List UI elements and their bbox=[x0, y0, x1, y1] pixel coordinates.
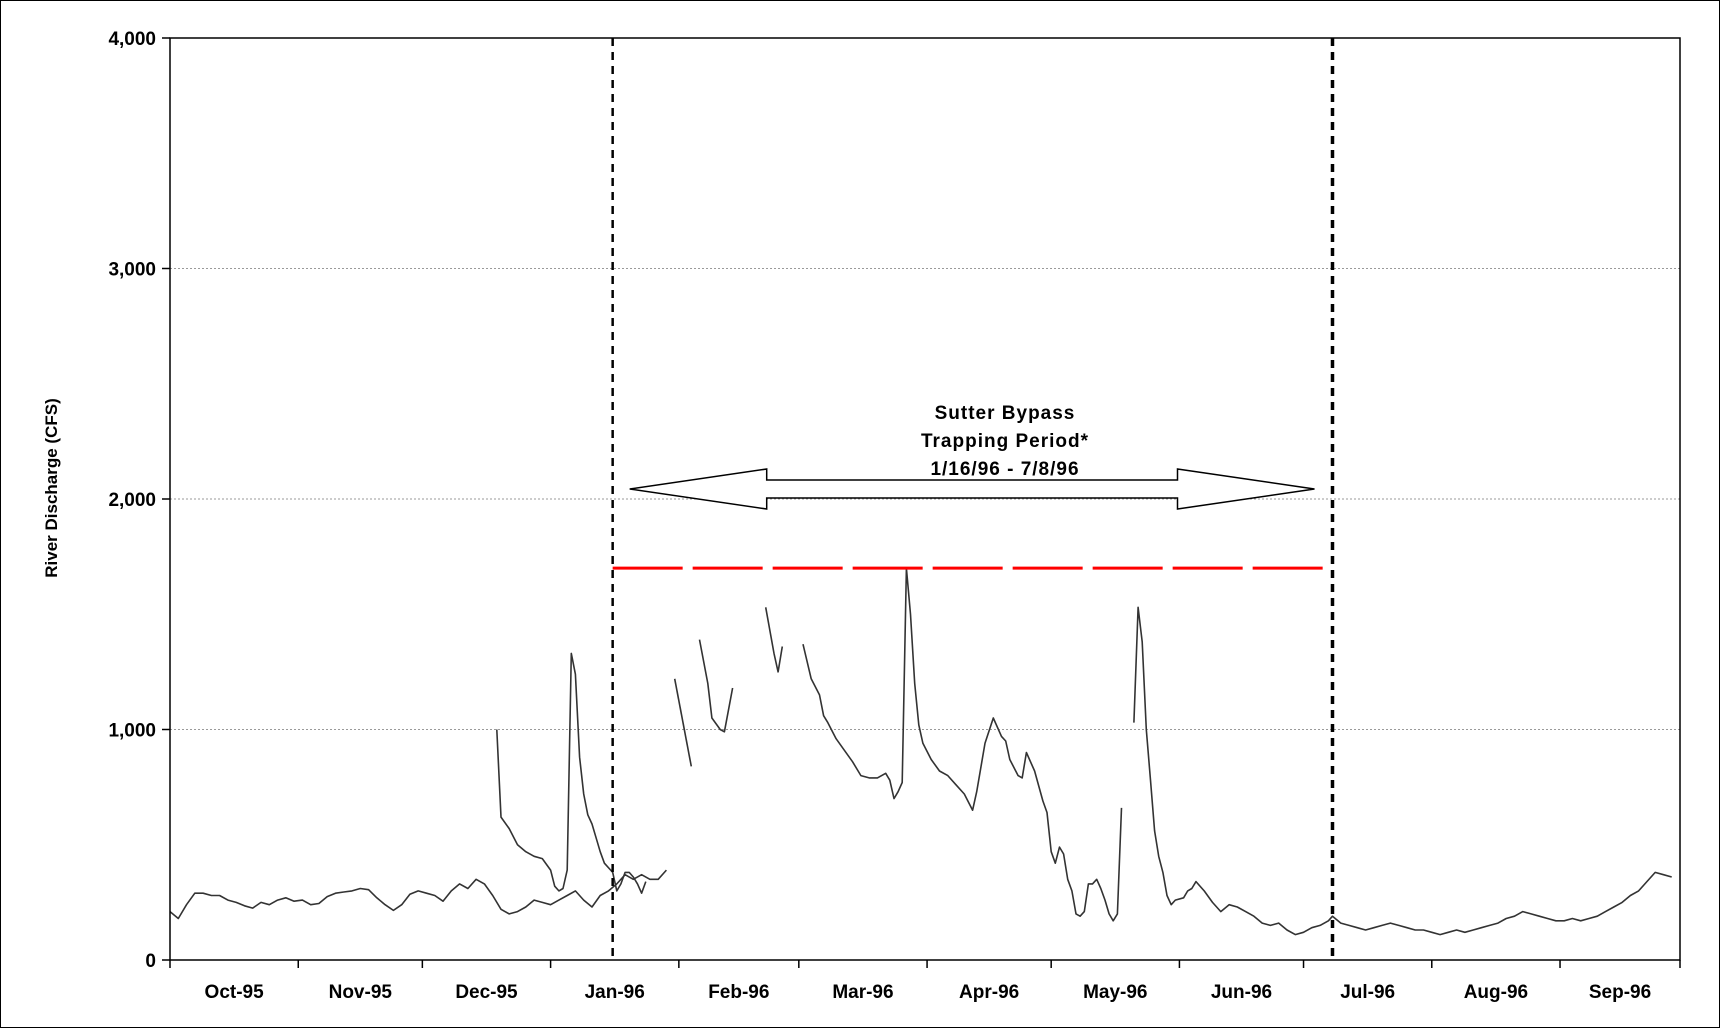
x-tick-labels: Oct-95 Nov-95 Dec-95 Jan-96 Feb-96 Mar-96 Apr-… bbox=[205, 982, 1652, 1003]
series-0-segment-6 bbox=[1133, 606, 1672, 936]
series-0-segment-2 bbox=[673, 678, 693, 767]
x-tick-label-10: Aug-96 bbox=[1464, 982, 1528, 1003]
y-tick-label-3: 3,000 bbox=[108, 260, 156, 281]
annotation-line-2: Trapping Period* bbox=[921, 431, 1089, 452]
plot-area-border bbox=[169, 37, 1681, 961]
axes bbox=[162, 37, 1681, 968]
y-tick-label-4: 4,000 bbox=[108, 29, 156, 50]
discharge-series bbox=[169, 567, 1672, 936]
x-tick-label-7: May-96 bbox=[1083, 982, 1147, 1003]
double-arrow bbox=[629, 468, 1315, 510]
annotation-line-3: 1/16/96 - 7/8/96 bbox=[930, 459, 1079, 480]
series-0-segment-3 bbox=[698, 639, 734, 733]
trapping-period-arrow bbox=[629, 468, 1315, 510]
x-tick-label-1: Nov-95 bbox=[329, 982, 393, 1003]
x-tick-label-3: Jan-96 bbox=[585, 982, 645, 1003]
x-tick-label-8: Jun-96 bbox=[1211, 982, 1272, 1003]
x-tick-label-9: Jul-96 bbox=[1340, 982, 1395, 1003]
series-0-segment-5 bbox=[802, 567, 1123, 922]
annotation-line-1: Sutter Bypass bbox=[935, 403, 1076, 424]
y-tick-label-2: 2,000 bbox=[108, 490, 156, 511]
y-axis-label: River Discharge (CFS) bbox=[42, 398, 61, 578]
x-tick-label-2: Dec-95 bbox=[455, 982, 518, 1003]
x-tick-label-0: Oct-95 bbox=[205, 982, 265, 1003]
x-tick-label-4: Feb-96 bbox=[708, 982, 769, 1003]
series-0-segment-4 bbox=[764, 607, 784, 673]
y-tick-label-1: 1,000 bbox=[108, 721, 156, 742]
series-0-segment-1 bbox=[496, 652, 647, 895]
x-tick-label-11: Sep-96 bbox=[1589, 982, 1651, 1003]
y-tick-labels: 0 1,000 2,000 3,000 4,000 bbox=[108, 29, 156, 972]
y-tick-label-0: 0 bbox=[145, 951, 156, 972]
gridlines bbox=[170, 268, 1680, 730]
x-tick-label-6: Apr-96 bbox=[959, 982, 1019, 1003]
x-tick-label-5: Mar-96 bbox=[832, 982, 893, 1003]
series-0-segment-0 bbox=[169, 869, 667, 920]
